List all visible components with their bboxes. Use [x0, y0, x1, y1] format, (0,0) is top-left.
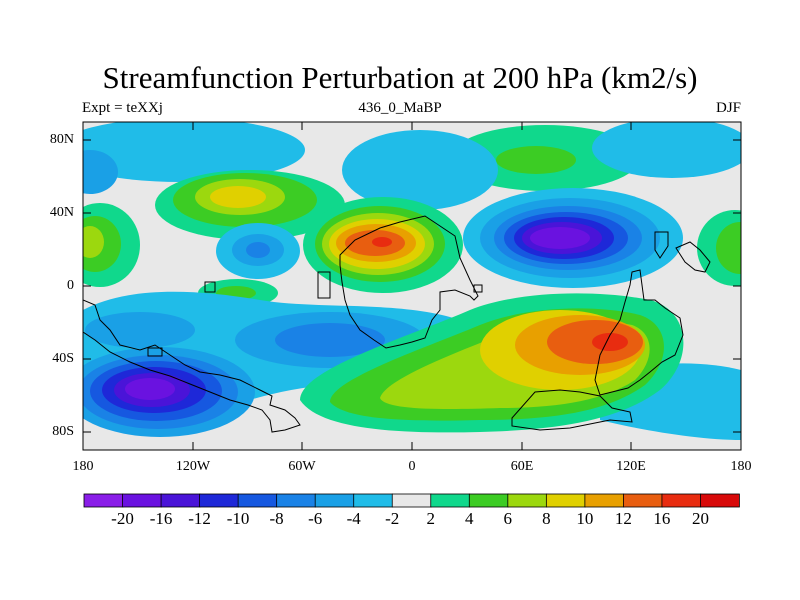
colorbar — [83, 493, 740, 508]
colorbar-label: -8 — [269, 509, 284, 528]
colorbar-swatch — [584, 493, 625, 508]
colorbar-label: -12 — [188, 509, 211, 528]
contour-nw-top — [83, 122, 741, 210]
colorbar-label: 16 — [653, 509, 671, 528]
y-label-80n: 80N — [49, 132, 74, 147]
colorbar-label: -16 — [149, 509, 173, 528]
contour-east-edge — [697, 210, 741, 286]
colorbar-swatch — [314, 493, 355, 508]
x-label-120e: 120E — [616, 459, 646, 474]
colorbar-label: 2 — [426, 509, 436, 528]
colorbar-swatch — [237, 493, 278, 508]
colorbar-swatch — [430, 493, 471, 508]
colorbar-swatch — [199, 493, 239, 508]
contour-west-edge — [83, 203, 140, 287]
colorbar-label: 10 — [576, 509, 594, 528]
colorbar-label: 6 — [503, 509, 513, 528]
colorbar-swatch — [661, 493, 702, 508]
y-label-40n: 40N — [49, 205, 74, 220]
colorbar-swatch — [468, 493, 509, 508]
colorbar-label: -2 — [385, 509, 400, 528]
colorbar-swatch — [545, 493, 586, 508]
colorbar-label: -6 — [308, 509, 323, 528]
colorbar-label: 4 — [465, 509, 474, 528]
colorbar-swatch — [276, 493, 316, 508]
colorbar-label: -4 — [346, 509, 361, 528]
map-plot-area — [83, 122, 741, 450]
x-label-0: 0 — [408, 459, 416, 474]
x-label-60e: 60E — [510, 459, 534, 474]
colorbar-swatch — [122, 493, 162, 508]
colorbar-swatch — [83, 493, 124, 508]
colorbar-label: 20 — [692, 509, 709, 528]
map-frame — [82, 121, 742, 451]
y-label-0: 0 — [67, 278, 74, 293]
contour-southwest-low — [83, 347, 255, 437]
x-label-180-east: 180 — [730, 459, 752, 474]
colorbar-swatch — [353, 493, 394, 508]
map-title: Streamfunction Perturbation at 200 hPa (… — [102, 60, 698, 95]
colorbar-label: 12 — [614, 509, 632, 528]
colorbar-swatch — [391, 493, 432, 508]
season-label: DJF — [715, 100, 741, 116]
y-label-40s: 40S — [52, 351, 74, 366]
coastlines — [83, 215, 711, 433]
colorbar-swatch — [160, 493, 201, 508]
colorbar-swatch — [507, 493, 548, 508]
contour-small-low — [216, 223, 300, 279]
colorbar-swatch — [623, 493, 663, 508]
contour-africa-positive — [303, 197, 463, 293]
colorbar-swatch — [700, 493, 740, 508]
colorbar-label: 8 — [542, 509, 551, 528]
x-label-180-west: 180 — [72, 459, 94, 474]
run-label: 436_0_MaBP — [358, 100, 442, 116]
contour-asia-low — [463, 188, 683, 288]
colorbar-label: -10 — [226, 509, 250, 528]
x-label-120w: 120W — [175, 459, 211, 474]
colorbar-label: -20 — [111, 509, 134, 528]
experiment-label: Expt = teXXj — [82, 100, 163, 116]
y-label-80s: 80S — [52, 424, 74, 439]
x-label-60w: 60W — [288, 459, 316, 474]
contour-nw-positive — [155, 170, 345, 240]
